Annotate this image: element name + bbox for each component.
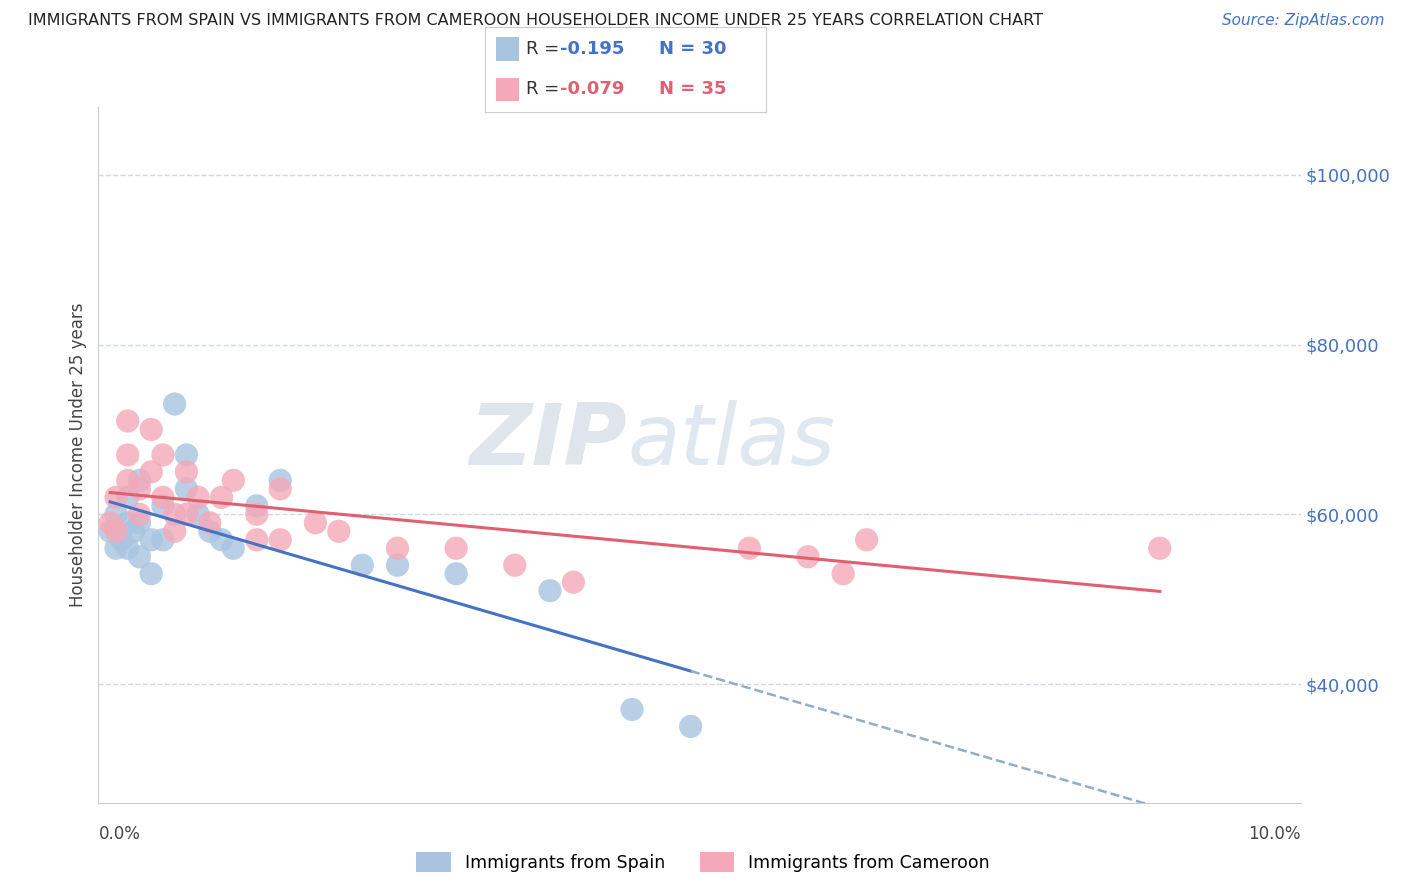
Point (246, 499, 269, 513)
Point (797, 549, 820, 564)
Point (352, 558, 374, 573)
Point (128, 508, 150, 522)
FancyBboxPatch shape (496, 37, 519, 61)
Point (163, 508, 186, 522)
Point (117, 541, 139, 556)
Point (176, 448, 198, 462)
Point (117, 414, 139, 428)
Point (269, 474, 291, 488)
Text: -0.079: -0.079 (560, 80, 624, 98)
Point (117, 516, 139, 530)
Point (198, 524, 221, 539)
Point (141, 533, 163, 547)
Point (621, 702, 644, 716)
Point (269, 482, 291, 496)
Point (152, 491, 174, 505)
Text: ZIP: ZIP (470, 400, 627, 483)
Point (503, 558, 526, 573)
Point (211, 491, 233, 505)
Point (304, 516, 326, 530)
Point (141, 465, 163, 479)
Point (176, 465, 198, 479)
Text: N = 35: N = 35 (659, 80, 727, 98)
Point (562, 575, 585, 590)
Point (246, 508, 269, 522)
Point (128, 482, 150, 496)
Point (855, 533, 877, 547)
Point (187, 508, 209, 522)
Point (105, 524, 128, 539)
Point (152, 499, 174, 513)
Text: R =: R = (526, 40, 565, 58)
Point (128, 516, 150, 530)
Point (832, 566, 855, 581)
Point (163, 524, 186, 539)
Point (387, 541, 409, 556)
Point (176, 482, 198, 496)
Text: IMMIGRANTS FROM SPAIN VS IMMIGRANTS FROM CAMEROON HOUSEHOLDER INCOME UNDER 25 YE: IMMIGRANTS FROM SPAIN VS IMMIGRANTS FROM… (28, 13, 1043, 29)
Point (111, 533, 134, 547)
Text: 10.0%: 10.0% (1249, 825, 1301, 843)
Point (538, 583, 561, 598)
Point (176, 508, 198, 522)
Text: Source: ZipAtlas.com: Source: ZipAtlas.com (1222, 13, 1385, 29)
Point (222, 474, 245, 488)
Point (1149, 541, 1171, 556)
Point (141, 566, 163, 581)
Point (679, 719, 702, 733)
Point (187, 491, 209, 505)
Point (738, 541, 761, 556)
Point (122, 524, 145, 539)
Point (128, 474, 150, 488)
Point (152, 533, 174, 547)
Point (117, 491, 139, 505)
Point (141, 422, 163, 436)
Text: atlas: atlas (627, 400, 835, 483)
Point (387, 558, 409, 573)
Point (128, 549, 150, 564)
FancyBboxPatch shape (496, 78, 519, 102)
Y-axis label: Householder Income Under 25 years: Householder Income Under 25 years (69, 302, 87, 607)
Text: 0.0%: 0.0% (98, 825, 141, 843)
Point (98, 516, 121, 530)
Point (105, 541, 128, 556)
Text: R =: R = (526, 80, 565, 98)
Point (105, 508, 128, 522)
Point (444, 566, 467, 581)
Point (198, 516, 221, 530)
Text: N = 30: N = 30 (659, 40, 727, 58)
Point (98, 524, 121, 539)
Legend: Immigrants from Spain, Immigrants from Cameroon: Immigrants from Spain, Immigrants from C… (409, 845, 997, 879)
Point (328, 524, 350, 539)
Point (222, 541, 245, 556)
Point (211, 533, 233, 547)
Point (105, 491, 128, 505)
Point (152, 448, 174, 462)
Point (269, 533, 291, 547)
Point (246, 533, 269, 547)
Point (163, 397, 186, 411)
Text: -0.195: -0.195 (560, 40, 624, 58)
Point (117, 448, 139, 462)
Point (117, 474, 139, 488)
Point (444, 541, 467, 556)
